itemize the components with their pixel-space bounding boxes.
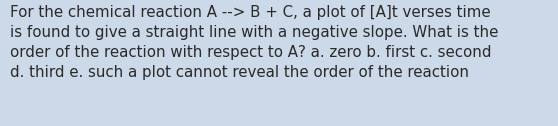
Text: For the chemical reaction A --> B + C, a plot of [A]t verses time
is found to gi: For the chemical reaction A --> B + C, a… <box>10 5 498 80</box>
